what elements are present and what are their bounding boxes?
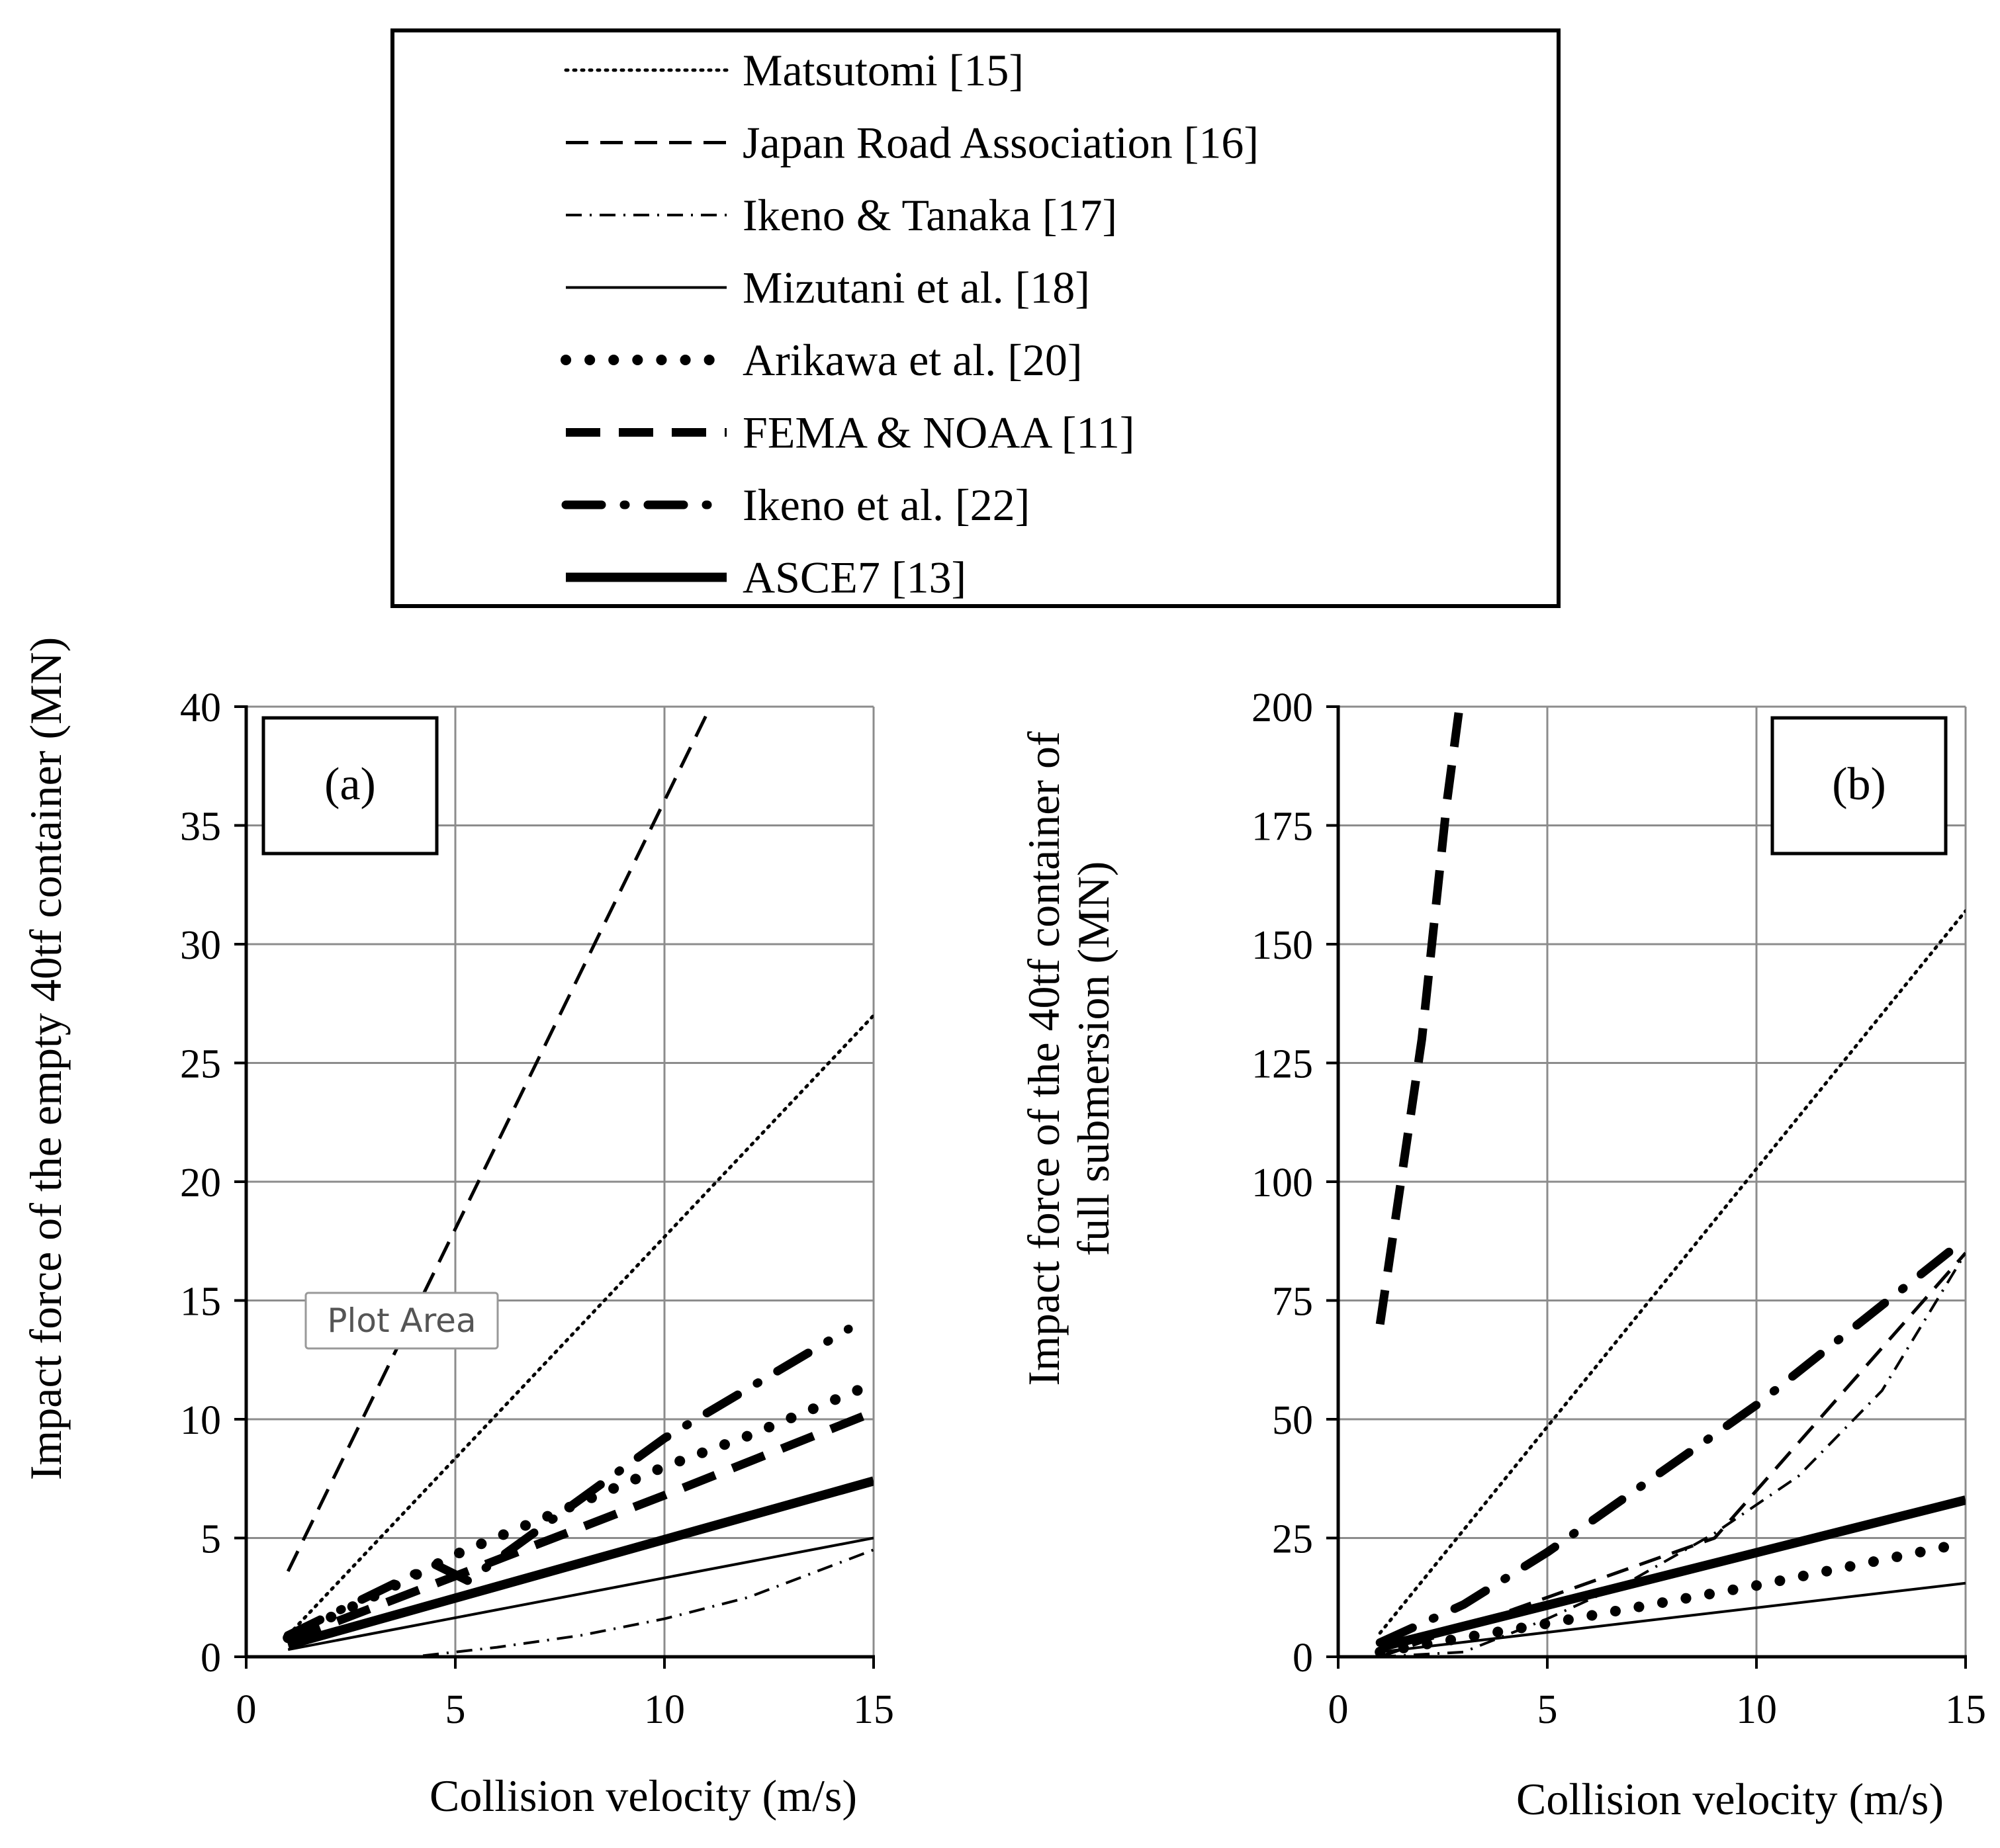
legend-label-mizutani: Mizutani et al. [18] xyxy=(743,263,1090,313)
panel-a-y-tick-label: 35 xyxy=(180,805,221,850)
panel-b-label-box xyxy=(1770,716,1948,856)
panel-a-x-tick-label: 0 xyxy=(236,1687,257,1732)
legend-item-japan-road: Japan Road Association [16] xyxy=(566,118,1259,168)
panel-b-y-axis-title-line-1: Impact force of the 40tf container of xyxy=(1019,731,1069,1386)
panel-b-x-tick-label: 5 xyxy=(1537,1687,1558,1732)
legend-label-fema: FEMA & NOAA [11] xyxy=(743,408,1135,458)
panel-b-y-tick-label: 150 xyxy=(1251,923,1313,968)
panel-b-series-fema xyxy=(1375,707,1464,1325)
panel-a-x-tick-label: 5 xyxy=(445,1687,466,1732)
panel-a-y-axis-title: Impact force of the empty 40tf container… xyxy=(21,637,71,1481)
panel-b-x-tick-label: 10 xyxy=(1736,1687,1777,1732)
panel-b-y-tick-label: 0 xyxy=(1293,1636,1313,1681)
legend-item-matsutomi: Matsutomi [15] xyxy=(564,45,1024,95)
panel-a: 0 5 10 15 20 25 30 35 40 0 5 10 15 (a) Plot Area Col… xyxy=(21,637,894,1821)
panel-b-y-tick-label: 100 xyxy=(1251,1161,1313,1206)
legend-label-arikawa: Arikawa et al. [20] xyxy=(743,335,1083,385)
panel-a-x-axis-title: Collision velocity (m/s) xyxy=(430,1771,857,1821)
panel-b-x-tick-label: 15 xyxy=(1945,1687,1986,1732)
legend-item-ikeno-etal: Ikeno et al. [22] xyxy=(561,480,1030,530)
legend-label-matsutomi: Matsutomi [15] xyxy=(743,45,1024,95)
panel-b-y-tick-label: 25 xyxy=(1272,1517,1313,1562)
panel-b-series-mizutani xyxy=(1379,1581,1966,1653)
panel-b-label: (b) xyxy=(1832,759,1886,810)
panel-a-series-japan-road xyxy=(286,707,712,1572)
panel-a-y-tick-label: 30 xyxy=(180,923,221,968)
panel-b-x-axis-title: Collision velocity (m/s) xyxy=(1516,1774,1944,1824)
panel-b-series-ikeno-tanaka xyxy=(1380,1252,1966,1657)
panel-b-y-tick-label: 125 xyxy=(1251,1042,1313,1087)
panel-a-series-fema xyxy=(286,1408,874,1644)
panel-b-y-axis-title-line-2: full submersion (MN) xyxy=(1068,861,1118,1256)
panel-a-y-tick-label: 0 xyxy=(201,1636,221,1681)
panel-a-x-tick-label: 15 xyxy=(853,1687,894,1732)
legend-frame xyxy=(390,28,1561,608)
legend-item-mizutani: Mizutani et al. [18] xyxy=(566,263,1090,313)
legend-label-ikeno-etal: Ikeno et al. [22] xyxy=(743,480,1030,530)
panel-a-y-tick-label: 15 xyxy=(180,1280,221,1325)
legend-label-japan-road: Japan Road Association [16] xyxy=(743,118,1259,168)
panel-a-y-tick-label: 10 xyxy=(180,1398,221,1443)
plot-area-tooltip-label: Plot Area xyxy=(327,1301,476,1340)
panel-a-label: (a) xyxy=(324,759,376,810)
legend: Matsutomi [15] Japan Road Association [16… xyxy=(390,28,1561,608)
panel-a-x-tick-label: 10 xyxy=(644,1687,685,1732)
panel-b: 0 25 50 75 100 125 150 175 200 0 5 10 15 (b) Collisi… xyxy=(1019,685,1986,1824)
panel-a-label-box xyxy=(261,716,439,856)
panel-b-series-ikeno-etal xyxy=(1375,1234,1966,1647)
plot-area-tooltip-box xyxy=(304,1292,499,1350)
panel-a-series-mizutani xyxy=(287,1536,874,1651)
legend-item-ikeno-tanaka: Ikeno & Tanaka [17] xyxy=(566,190,1117,240)
panel-a-y-tick-label: 40 xyxy=(180,685,221,730)
panel-a-series-arikawa xyxy=(283,1378,874,1644)
panel-b-y-tick-label: 175 xyxy=(1251,805,1313,850)
panel-b-y-tick-label: 75 xyxy=(1272,1280,1313,1325)
panel-a-series-asce7 xyxy=(287,1476,874,1650)
panel-a-series-matsutomi xyxy=(286,1014,874,1638)
panel-b-series-asce7 xyxy=(1379,1495,1966,1652)
panel-a-y-tick-label: 25 xyxy=(180,1042,221,1087)
panel-b-x-tick-label: 0 xyxy=(1328,1687,1349,1732)
legend-label-ikeno-tanaka: Ikeno & Tanaka [17] xyxy=(743,190,1117,240)
legend-item-asce7: ASCE7 [13] xyxy=(566,552,966,603)
legend-label-asce7: ASCE7 [13] xyxy=(743,552,966,603)
plot-area-tooltip: Plot Area xyxy=(304,1292,499,1350)
panel-a-y-tick-label: 5 xyxy=(201,1517,221,1562)
legend-item-fema: FEMA & NOAA [11] xyxy=(566,408,1135,458)
panel-a-y-tick-label: 20 xyxy=(180,1161,221,1206)
legend-item-arikawa: Arikawa et al. [20] xyxy=(561,335,1083,385)
panel-b-y-tick-label: 200 xyxy=(1251,685,1313,730)
panel-b-y-tick-label: 50 xyxy=(1272,1398,1313,1443)
panel-a-series-ikeno-etal xyxy=(283,1325,853,1640)
panel-a-series-ikeno-tanaka xyxy=(288,1548,874,1657)
